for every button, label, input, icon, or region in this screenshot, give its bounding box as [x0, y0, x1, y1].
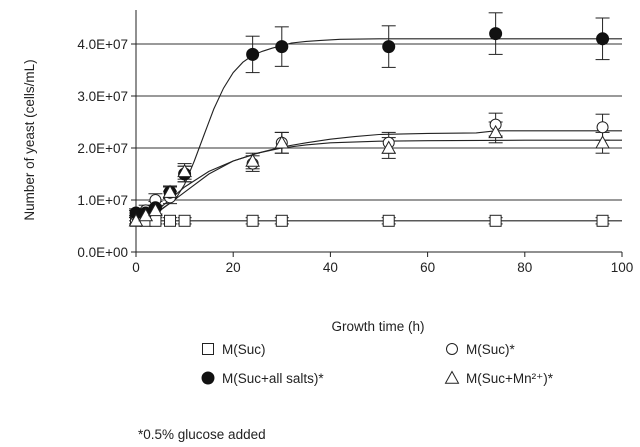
x-axis-label: Growth time (h): [331, 319, 424, 334]
footnote: *0.5% glucose added: [138, 427, 266, 442]
x-tick-label: 60: [420, 260, 435, 275]
legend-marker: [446, 343, 458, 355]
legend-label: M(Suc+all salts)*: [222, 371, 324, 386]
data-point: [246, 47, 260, 61]
data-point: [489, 214, 502, 227]
y-tick-label: 0.0E+00: [77, 245, 128, 260]
data-point: [178, 214, 191, 227]
x-tick-label: 80: [517, 260, 532, 275]
x-tick-label: 20: [226, 260, 241, 275]
legend-marker: [201, 371, 215, 385]
y-axis-label: Number of yeast (cells/mL): [22, 59, 37, 220]
data-point: [596, 32, 610, 46]
data-point: [489, 27, 503, 41]
legend: M(Suc) M(Suc)* M(Suc+all salts)* M(Suc+Mn²⁺…: [201, 342, 554, 386]
data-point: [164, 214, 177, 227]
fit-curve: [135, 38, 622, 219]
data-point: [274, 135, 290, 149]
y-tick-label: 4.0E+07: [77, 37, 128, 52]
error-bars: [129, 12, 610, 227]
legend-label: M(Suc)*: [466, 342, 515, 357]
x-tick-label: 0: [132, 260, 140, 275]
data-point: [596, 214, 609, 227]
gridlines: [136, 43, 622, 201]
legend-label: M(Suc): [222, 342, 266, 357]
data-point: [596, 121, 609, 134]
fit-curve: [135, 130, 622, 219]
data-points: [128, 27, 610, 227]
data-point: [382, 40, 396, 54]
data-point: [275, 40, 289, 54]
data-point: [488, 124, 503, 139]
legend-marker: [202, 343, 214, 355]
y-tick-label: 3.0E+07: [77, 89, 128, 104]
y-tick-label: 1.0E+07: [77, 193, 128, 208]
fit-curve: [135, 139, 622, 222]
x-tick-label: 40: [323, 260, 338, 275]
x-tick-label: 100: [611, 260, 634, 275]
data-point: [245, 153, 260, 167]
data-point: [382, 214, 395, 227]
data-point: [381, 140, 397, 154]
y-tick-label: 2.0E+07: [77, 141, 128, 156]
data-point: [148, 202, 163, 217]
fit-curves: [135, 38, 622, 222]
data-point: [246, 214, 259, 227]
data-point: [162, 184, 178, 198]
legend-label: M(Suc+Mn²⁺)*: [466, 371, 554, 386]
legend-marker: [444, 370, 460, 384]
data-point: [177, 163, 192, 178]
axes: 0.0E+00 1.0E+07 2.0E+07 3.0E+07 4.0E+07 0 20 40…: [77, 10, 633, 275]
data-point: [275, 214, 288, 227]
data-point: [595, 135, 610, 149]
